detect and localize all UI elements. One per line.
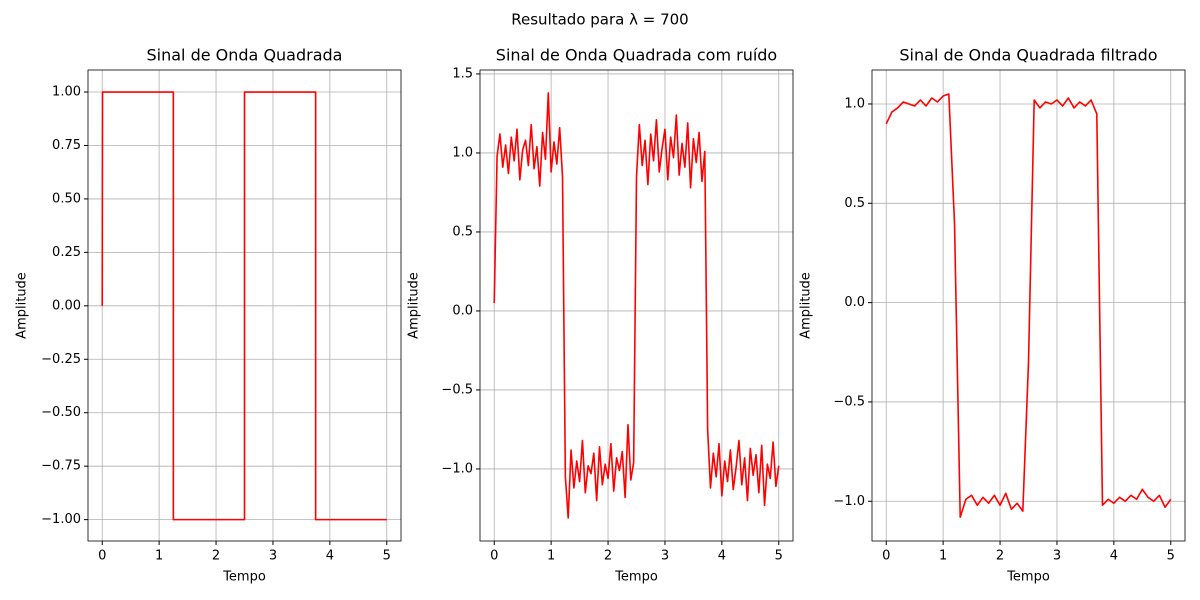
chart-title: Sinal de Onda Quadrada [147, 46, 343, 65]
data-line [493, 92, 780, 519]
y-tick-label: 1.0 [844, 96, 865, 111]
x-tick-label: 2 [212, 549, 220, 564]
data-line [885, 93, 1172, 518]
x-axis-label: Tempo [222, 570, 266, 585]
x-tick-label: 4 [326, 549, 334, 564]
y-axis-label: Amplitude [799, 272, 814, 339]
plot-frame [871, 69, 1186, 542]
chart-title: Sinal de Onda Quadrada filtrado [899, 46, 1157, 65]
x-axis-label: Tempo [1006, 570, 1050, 585]
y-axis-label: Amplitude [407, 272, 422, 339]
y-tick-label: −0.5 [441, 382, 473, 397]
x-tick-label: 1 [939, 549, 947, 564]
y-tick-label: 0.0 [844, 295, 865, 310]
y-tick-label: −0.25 [41, 352, 81, 367]
plot-frame [87, 69, 402, 542]
x-tick-label: 4 [1110, 549, 1118, 564]
x-tick-label: 2 [996, 549, 1004, 564]
x-tick-label: 3 [269, 549, 277, 564]
x-tick-label: 5 [775, 549, 783, 564]
x-tick-label: 1 [155, 549, 163, 564]
x-tick-label: 0 [882, 549, 890, 564]
y-tick-label: 1.0 [452, 145, 473, 160]
y-tick-label: 1.00 [52, 85, 81, 100]
y-tick-label: −0.5 [833, 394, 865, 409]
x-tick-label: 0 [490, 549, 498, 564]
y-tick-label: 0.25 [52, 245, 81, 260]
y-tick-label: 0.50 [52, 191, 81, 206]
y-tick-label: 0.75 [52, 138, 81, 153]
y-tick-label: 0.0 [452, 303, 473, 318]
x-tick-label: 5 [1167, 549, 1175, 564]
y-axis-label: Amplitude [15, 272, 30, 339]
y-tick-label: −0.75 [41, 459, 81, 474]
chart-title: Sinal de Onda Quadrada com ruído [496, 46, 777, 65]
y-tick-label: −1.0 [833, 494, 865, 509]
x-tick-label: 3 [661, 549, 669, 564]
y-tick-label: 0.5 [844, 196, 865, 211]
x-axis-label: Tempo [614, 570, 658, 585]
y-tick-label: −1.0 [441, 461, 473, 476]
y-tick-label: 1.5 [452, 66, 473, 81]
y-tick-label: 0.5 [452, 224, 473, 239]
plot-frame [479, 69, 794, 542]
x-tick-label: 0 [98, 549, 106, 564]
x-tick-label: 5 [383, 549, 391, 564]
x-tick-label: 4 [718, 549, 726, 564]
data-line [101, 91, 387, 521]
y-tick-label: −1.00 [41, 512, 81, 527]
x-tick-label: 3 [1053, 549, 1061, 564]
x-tick-label: 2 [604, 549, 612, 564]
y-tick-label: 0.00 [52, 298, 81, 313]
y-tick-label: −0.50 [41, 405, 81, 420]
x-tick-label: 1 [547, 549, 555, 564]
figure-title: Resultado para λ = 700 [511, 11, 688, 29]
